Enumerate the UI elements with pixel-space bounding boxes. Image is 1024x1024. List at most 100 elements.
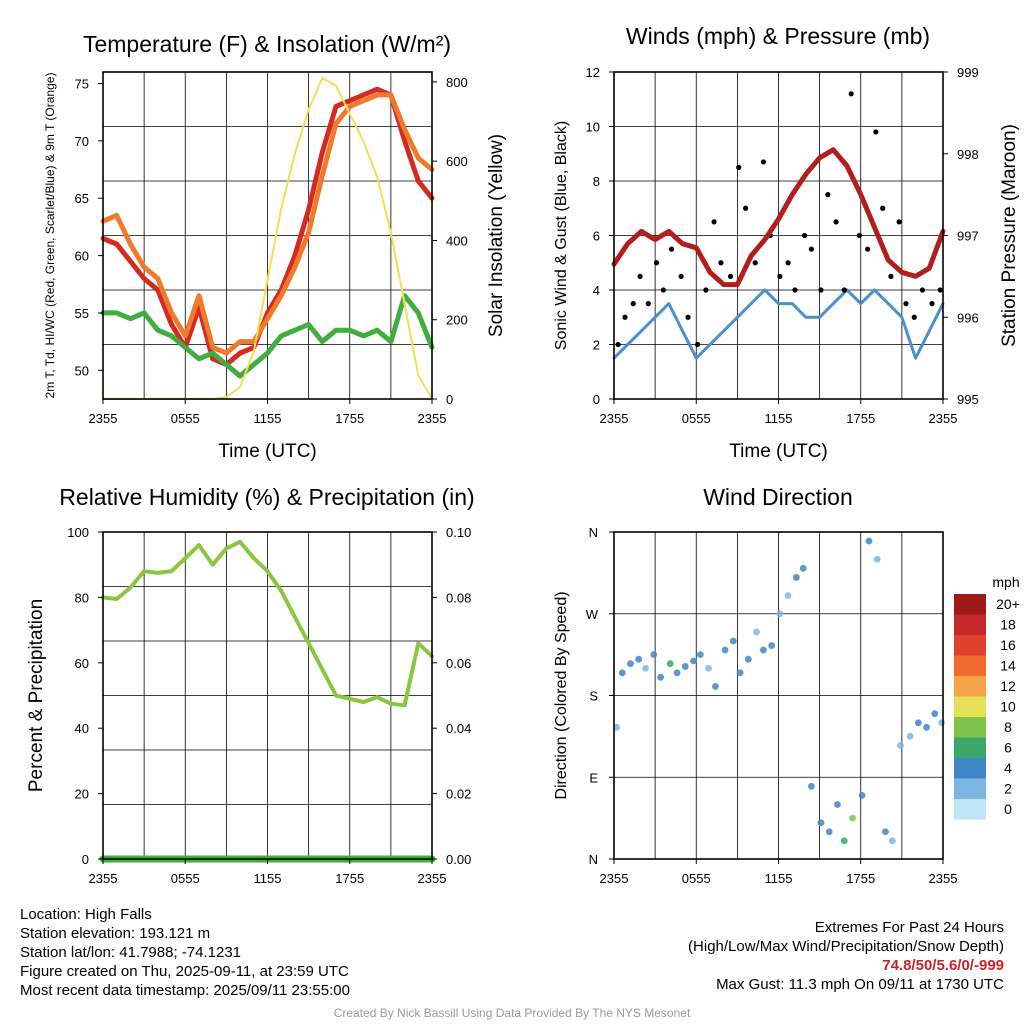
y-tick-label: 0 <box>82 852 89 867</box>
legend-swatch <box>954 655 986 676</box>
direction-point <box>931 710 939 718</box>
x-tick-label: 2355 <box>89 411 118 426</box>
direction-point <box>712 683 719 690</box>
direction-point <box>673 669 681 677</box>
y-tick-label-right: 0.04 <box>446 721 471 736</box>
direction-point <box>873 555 881 563</box>
x-tick-label: 2355 <box>929 411 958 426</box>
y-axis-label-right: Solar Insolation (Yellow) <box>486 134 507 337</box>
legend-label: 6 <box>1004 740 1012 756</box>
gust-point <box>760 159 767 165</box>
gust-point <box>718 260 724 266</box>
direction-point <box>627 660 634 668</box>
direction-point <box>744 655 752 663</box>
y-tick-label-right: 0.02 <box>446 787 471 802</box>
y-tick-label: 10 <box>586 120 600 135</box>
legend-swatch <box>954 676 986 697</box>
y-tick-label: 8 <box>593 174 600 189</box>
gust-point <box>622 314 628 320</box>
gust-point <box>703 287 709 293</box>
gust-point <box>645 301 651 307</box>
direction-point <box>938 719 946 727</box>
x-tick-label: 0555 <box>682 871 711 886</box>
max-gust-text: Max Gust: 11.3 mph On 09/11 at 1730 UTC <box>716 976 1004 993</box>
y-tick-label: 4 <box>593 283 600 298</box>
direction-point <box>729 637 737 645</box>
gust-point <box>777 273 783 279</box>
extremes-title: Extremes For Past 24 Hours <box>814 919 1004 936</box>
y-axis-label-left: 2m T, Td, HI/WC (Red, Green, Scarlet/Blu… <box>43 73 57 399</box>
x-tick-label: 2355 <box>600 411 629 426</box>
y-tick-label: 80 <box>75 590 89 605</box>
x-tick-label: 2355 <box>418 871 447 886</box>
gust-point <box>911 314 917 320</box>
legend-label: 4 <box>1004 760 1012 776</box>
legend-label: 10 <box>1000 699 1016 715</box>
latlon-text: Station lat/lon: 41.7988; -74.1231 <box>20 944 242 961</box>
y-tick-label-right: 0.00 <box>446 852 471 867</box>
series-line-sonic-wind <box>612 288 945 360</box>
legend-label: 12 <box>1000 678 1016 694</box>
recent-data-text: Most recent data timestamp: 2025/09/11 2… <box>20 982 350 999</box>
y-tick-label: W <box>586 607 599 622</box>
direction-point <box>849 814 856 822</box>
gust-point <box>808 246 815 252</box>
y-tick-label: S <box>589 689 598 704</box>
gust-point <box>865 246 871 252</box>
x-tick-label: 0555 <box>171 871 200 886</box>
gust-point <box>833 219 839 225</box>
direction-point <box>618 669 626 677</box>
gust-point <box>685 314 691 320</box>
legend-swatch <box>954 799 986 820</box>
direction-point <box>696 651 704 659</box>
location-text: Location: High Falls <box>20 906 152 923</box>
gust-point <box>637 273 643 279</box>
y-tick-label: N <box>589 852 598 867</box>
gust-point <box>615 341 621 348</box>
direction-point <box>888 837 896 845</box>
direction-point <box>721 646 729 654</box>
series-line-9m-t <box>100 92 435 356</box>
direction-point <box>768 642 776 649</box>
direction-point <box>808 782 815 790</box>
chart-title: Winds (mph) & Pressure (mb) <box>626 23 930 49</box>
y-tick-label: 60 <box>75 249 89 264</box>
legend-label: 14 <box>1000 658 1016 674</box>
x-tick-label: 1755 <box>335 411 364 426</box>
legend-swatch <box>954 594 986 615</box>
y-tick-label: 20 <box>75 787 89 802</box>
chart-title: Wind Direction <box>703 484 853 510</box>
x-tick-label: 2355 <box>418 411 447 426</box>
x-tick-label: 0555 <box>682 411 711 426</box>
gust-point <box>668 246 675 252</box>
gust-point <box>695 341 701 348</box>
gust-point <box>630 301 636 307</box>
direction-point <box>865 537 873 545</box>
footer-credit: Created By Nick Bassill Using Data Provi… <box>333 1006 691 1020</box>
legend-swatch <box>954 696 986 717</box>
extremes-subtitle: (High/Low/Max Wind/Precipitation/Snow De… <box>688 938 1004 955</box>
gust-point <box>678 273 684 279</box>
y-tick-label-right: 998 <box>957 147 979 162</box>
legend-label: 0 <box>1004 801 1012 817</box>
x-tick-label: 1755 <box>846 411 875 426</box>
direction-point <box>799 564 807 572</box>
gust-point <box>818 287 824 293</box>
gust-point <box>801 232 808 239</box>
y-tick-label-right: 800 <box>446 75 468 90</box>
elevation-text: Station elevation: 193.121 m <box>20 925 211 942</box>
y-tick-label: 60 <box>75 656 89 671</box>
y-tick-label: 6 <box>593 229 600 244</box>
legend-label: 2 <box>1004 781 1012 797</box>
extremes-values: 74.8/50/5.6/0/-999 <box>882 957 1004 974</box>
gust-point <box>792 287 798 293</box>
y-tick-label-right: 0.10 <box>446 525 471 540</box>
gust-point <box>856 232 862 239</box>
x-tick-label: 0555 <box>171 411 200 426</box>
y-tick-label-right: 600 <box>446 154 468 169</box>
series-line-2m-t <box>100 86 435 368</box>
y-tick-label: 2 <box>593 338 600 353</box>
direction-point <box>776 610 784 618</box>
gust-point <box>929 301 935 307</box>
